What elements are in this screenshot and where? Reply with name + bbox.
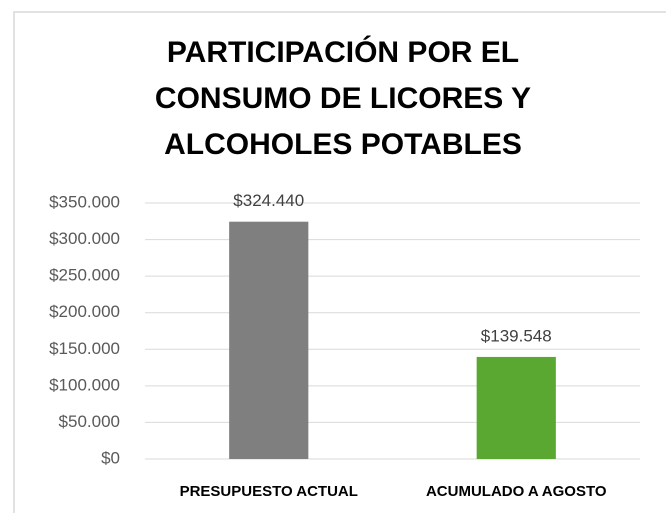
value-label: $324.440 (233, 191, 304, 210)
y-tick-label: $300.000 (49, 229, 120, 248)
y-tick-label: $150.000 (49, 339, 120, 358)
value-label: $139.548 (481, 326, 552, 345)
bar (229, 221, 309, 459)
chart-frame (13, 11, 666, 513)
bar (476, 356, 556, 459)
chart-title: PARTICIPACIÓN POR EL CONSUMO DE LICORES … (154, 36, 532, 161)
y-tick-label: $0 (101, 448, 120, 467)
y-tick-label: $50.000 (59, 412, 120, 431)
y-tick-label: $350.000 (49, 192, 120, 211)
x-tick-label: PRESUPUESTO ACTUAL (180, 483, 358, 500)
y-tick-label: $100.000 (49, 375, 120, 394)
y-tick-label: $250.000 (49, 266, 120, 285)
y-tick-label: $200.000 (49, 302, 120, 321)
x-tick-label: ACUMULADO A AGOSTO (426, 483, 607, 500)
